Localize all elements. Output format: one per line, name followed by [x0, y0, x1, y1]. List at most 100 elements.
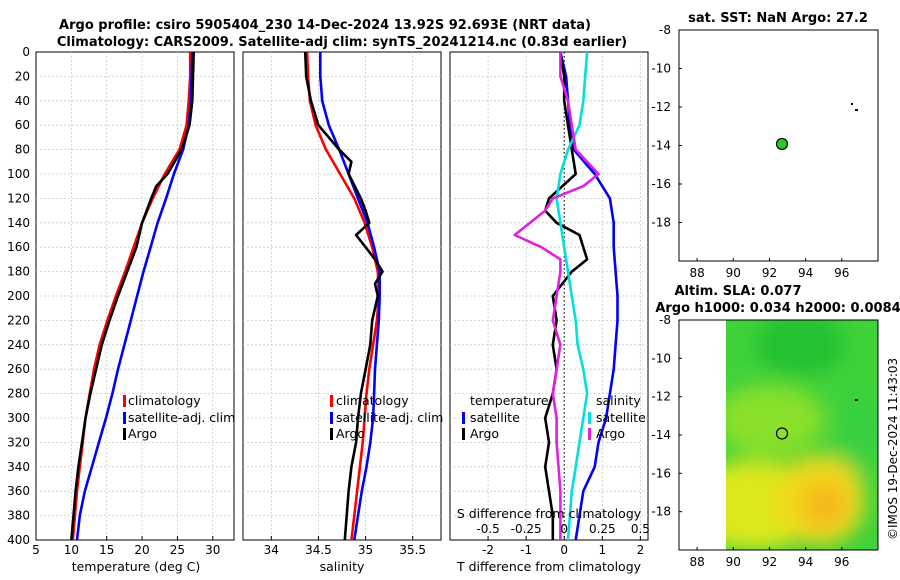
x-tick-label: 90: [726, 555, 741, 569]
x-tick-label: 34.5: [305, 543, 332, 557]
header-line-1: Argo profile: csiro 5905404_230 14-Dec-2…: [59, 18, 591, 33]
legend-label-argo: Argo: [336, 426, 365, 441]
x-tick-label: 20: [134, 543, 149, 557]
y-tick-label: 120: [7, 191, 30, 205]
x-tick-label: 88: [689, 555, 704, 569]
sst-map: sat. SST: NaN Argo: 27.2 88 90 92 94 96 -8 -10…: [651, 11, 879, 280]
series-line-t-satellite: [559, 51, 619, 541]
legend-swatch-climatology: [330, 395, 333, 407]
sla-heatmap: [726, 320, 878, 550]
legend-label-satellite: satellite-adj. clim: [336, 410, 443, 425]
x-tick-label: 92: [762, 555, 777, 569]
coast-fragment: [851, 103, 853, 105]
y-tick-label: 160: [7, 240, 30, 254]
salinity-legend: climatology satellite-adj. clim Argo: [330, 393, 443, 441]
s-difference-label: S difference from climatology: [457, 506, 642, 521]
legend-swatch-climatology: [123, 395, 126, 407]
y-tick-label: 20: [15, 69, 30, 83]
y-tick-label: 360: [7, 484, 30, 498]
y-tick-label: -10: [651, 351, 671, 365]
series-line-argo: [303, 51, 384, 541]
y-tick-label: 0: [22, 45, 30, 59]
y-tick-label: 220: [7, 313, 30, 327]
y-tick-label: 340: [7, 460, 30, 474]
y-tick-label: -12: [651, 390, 671, 404]
s-tick-label: -0.25: [511, 522, 542, 536]
difference-xlabel: T difference from climatology: [456, 559, 642, 574]
legend-label-climatology: climatology: [128, 393, 201, 408]
y-tick-label: -18: [651, 505, 671, 519]
y-tick-label: 60: [15, 118, 30, 132]
x-tick-label: 94: [798, 266, 813, 280]
temperature-panel: 5 10 15 20 25 30 0 20 40 60 80 100 120 140 160 180 200 2…: [7, 45, 235, 574]
legend-label-t-satellite: satellite: [470, 410, 520, 425]
x-tick-label: -1: [520, 543, 532, 557]
y-tick-label: 100: [7, 167, 30, 181]
y-tick-label: -12: [651, 100, 671, 114]
series-line-s-satellite: [555, 51, 589, 541]
legend-swatch-satellite: [330, 412, 333, 424]
salinity-xlabel: salinity: [320, 559, 365, 574]
y-tick-label: -14: [651, 139, 671, 153]
y-tick-label: 240: [7, 338, 30, 352]
legend-swatch-s-argo: [588, 428, 591, 440]
y-tick-label: 40: [15, 94, 30, 108]
y-tick-label: -16: [651, 177, 671, 191]
legend-swatch-argo: [123, 428, 126, 440]
x-tick-label: 30: [205, 543, 220, 557]
legend-label-argo: Argo: [128, 426, 157, 441]
y-tick-label: 200: [7, 289, 30, 303]
x-tick-label: 90: [726, 266, 741, 280]
legend-label-t-argo: Argo: [470, 426, 499, 441]
x-tick-label: 2: [637, 543, 645, 557]
x-tick-label: 15: [99, 543, 114, 557]
s-tick-label: 0: [560, 522, 568, 536]
series-line-satellite-adj-clim: [318, 52, 382, 541]
sst-map-coast: [851, 103, 858, 111]
legend-title-temperature: temperature: [470, 393, 549, 408]
legend-label-climatology: climatology: [336, 393, 409, 408]
y-tick-label: 180: [7, 265, 30, 279]
series-line-satellite-adj-clim: [75, 51, 194, 541]
x-tick-label: 1: [598, 543, 606, 557]
x-tick-label: 0: [560, 543, 568, 557]
legend-swatch-satellite: [123, 412, 126, 424]
y-tick-label: 320: [7, 435, 30, 449]
y-tick-label: -8: [659, 313, 671, 327]
x-tick-label: 88: [689, 266, 704, 280]
salinity-panel: 34 34.5 35 35.5 salinity climatology satell…: [242, 51, 443, 574]
s-tick-label: 0.25: [589, 522, 616, 536]
imos-timestamp: ©IMOS 19-Dec-2024 11:43:03: [886, 358, 900, 540]
x-tick-label: 35: [358, 543, 373, 557]
legend-swatch-s-satellite: [588, 412, 591, 424]
legend-label-s-argo: Argo: [596, 426, 625, 441]
x-tick-label: 94: [798, 555, 813, 569]
y-tick-label: -10: [651, 62, 671, 76]
x-tick-label: 96: [834, 266, 849, 280]
legend-label-satellite: satellite-adj. clim: [128, 410, 235, 425]
x-tick-label: 5: [32, 543, 40, 557]
sla-map-title-2: Argo h1000: 0.034 h2000: 0.0084: [655, 301, 900, 316]
series-line-s-argo: [513, 52, 600, 540]
sla-map: Altim. SLA: 0.077 Argo h1000: 0.034 h200…: [651, 284, 900, 569]
coast-fragment: [855, 109, 858, 111]
y-tick-label: 400: [7, 533, 30, 547]
argo-float-marker: [775, 137, 789, 151]
sst-map-title: sat. SST: NaN Argo: 27.2: [688, 11, 868, 26]
s-tick-label: 0.5: [631, 522, 650, 536]
legend-swatch-t-argo: [462, 428, 465, 440]
legend-label-s-satellite: satellite: [596, 410, 646, 425]
legend-swatch-t-satellite: [462, 412, 465, 424]
difference-panel: -2 -1 0 1 2 -0.5 -0.25 0 0.25 0.5 T difference f…: [449, 51, 650, 574]
x-tick-label: 96: [834, 555, 849, 569]
header-line-2: Climatology: CARS2009. Satellite-adj cli…: [57, 35, 627, 50]
y-tick-label: 380: [7, 509, 30, 523]
y-tick-label: 140: [7, 216, 30, 230]
y-tick-label: -14: [651, 428, 671, 442]
legend-swatch-argo: [330, 428, 333, 440]
coast-fragment: [855, 399, 858, 401]
legend-title-salinity: salinity: [596, 393, 641, 408]
y-tick-label: -16: [651, 466, 671, 480]
x-tick-label: 10: [64, 543, 79, 557]
